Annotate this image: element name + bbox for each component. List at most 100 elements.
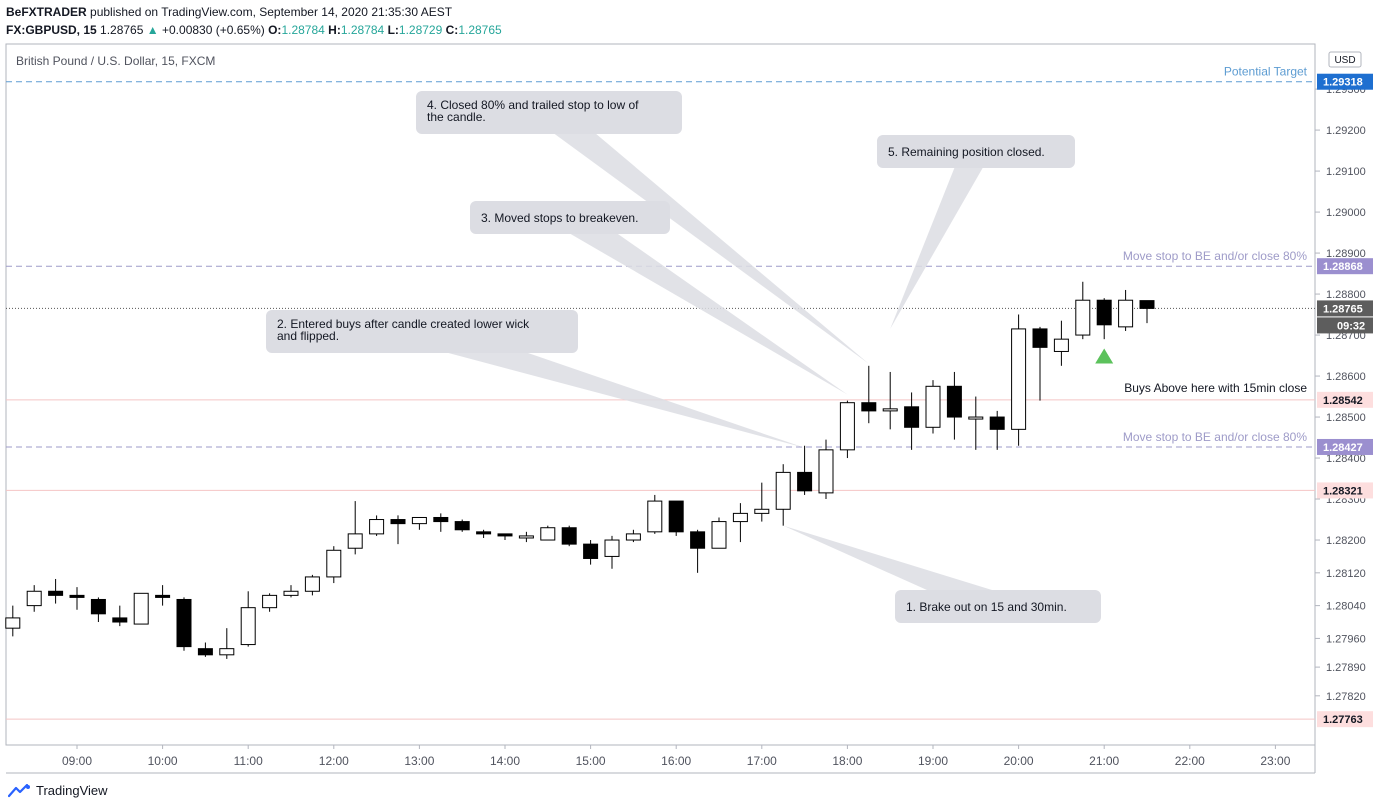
candle-body[interactable] [1053, 338, 1069, 352]
price-tick-label: 1.29100 [1326, 166, 1366, 178]
countdown-label: 09:32 [1337, 320, 1365, 332]
candle-body[interactable] [133, 592, 149, 625]
candle-body[interactable] [411, 516, 427, 525]
candle-body[interactable] [989, 416, 1005, 430]
symbol-label: FX:GBPUSD, 15 [6, 23, 97, 37]
time-tick-label: 20:00 [1004, 754, 1034, 768]
callout-pointer [540, 101, 869, 364]
candle-body[interactable] [69, 594, 85, 598]
callout-text: 3. Moved stops to breakeven. [481, 211, 638, 225]
price-change: +0.00830 (+0.65%) [162, 23, 265, 37]
candle-body[interactable] [561, 527, 577, 545]
candle-body[interactable] [625, 533, 641, 541]
candle-body[interactable] [1011, 328, 1027, 430]
candle-body[interactable] [604, 539, 620, 557]
candle-body[interactable] [48, 590, 64, 596]
candle-body[interactable] [882, 408, 898, 412]
time-tick-label: 13:00 [404, 754, 434, 768]
low-label: L: [387, 23, 399, 37]
callout-text: and flipped. [277, 329, 339, 343]
candle-body[interactable] [904, 406, 920, 428]
candle-body[interactable] [1096, 299, 1112, 326]
level-price-tag [1317, 73, 1373, 90]
candle-body[interactable] [946, 385, 962, 418]
callout-text: the candle. [427, 110, 486, 124]
candle-body[interactable] [861, 402, 877, 412]
callout-box[interactable] [877, 135, 1075, 168]
candle-body[interactable] [240, 607, 256, 646]
candle-body[interactable] [497, 533, 513, 537]
level-text: Move stop to BE and/or close 80% [1123, 249, 1307, 263]
candle-body[interactable] [219, 648, 235, 656]
price-tick-label: 1.29000 [1326, 207, 1366, 219]
candle-body[interactable] [839, 402, 855, 451]
candle-body[interactable] [754, 508, 770, 514]
price-tick-label: 1.28800 [1326, 289, 1366, 301]
candle-body[interactable] [26, 590, 42, 607]
candle-body[interactable] [155, 594, 171, 598]
footer-brand[interactable]: TradingView [8, 783, 108, 798]
candle-body[interactable] [518, 535, 534, 539]
candle-body[interactable] [176, 598, 192, 648]
candle-body[interactable] [1032, 328, 1048, 348]
candle-body[interactable] [1118, 299, 1134, 328]
candle-body[interactable] [732, 512, 748, 523]
price-tick-label: 1.28040 [1326, 601, 1366, 613]
candle-body[interactable] [690, 531, 706, 549]
candle-body[interactable] [5, 617, 21, 629]
currency-badge[interactable] [1328, 51, 1362, 68]
footer-brand-label: TradingView [36, 783, 108, 798]
candle-body[interactable] [262, 594, 278, 609]
candle-body[interactable] [433, 516, 449, 523]
candle-body[interactable] [390, 519, 406, 525]
callout-pointer [890, 145, 989, 329]
candle-body[interactable] [775, 471, 791, 510]
level-price-tag [1317, 258, 1373, 275]
candle-body[interactable] [326, 549, 342, 578]
candle-body[interactable] [668, 500, 684, 533]
candle-body[interactable] [647, 500, 663, 533]
candle-body[interactable] [968, 416, 984, 420]
callout-box[interactable] [266, 310, 578, 353]
callout-box[interactable] [470, 201, 670, 234]
candle-body[interactable] [711, 521, 727, 549]
callout-pointer [562, 205, 848, 395]
candle-body[interactable] [540, 527, 556, 541]
candle-body[interactable] [369, 519, 385, 535]
candle-body[interactable] [925, 385, 941, 428]
time-tick-label: 23:00 [1260, 754, 1290, 768]
candle-body[interactable] [454, 521, 470, 531]
high-label: H: [328, 23, 341, 37]
candle-body[interactable] [583, 543, 599, 559]
level-price-tag [1317, 300, 1373, 317]
candle-body[interactable] [818, 449, 834, 494]
candle-body[interactable] [1075, 299, 1091, 336]
close-value: 1.28765 [458, 23, 502, 37]
close-label: C: [445, 23, 459, 37]
callout-box[interactable] [416, 91, 682, 134]
candle-body[interactable] [197, 648, 213, 656]
candle-body[interactable] [797, 471, 813, 492]
plot-frame [5, 43, 1316, 746]
level-price-tag-label: 1.29318 [1323, 77, 1363, 89]
candle-body[interactable] [476, 531, 492, 535]
time-tick-label: 15:00 [576, 754, 606, 768]
level-price-tag [1317, 438, 1373, 455]
candle-body[interactable] [112, 617, 128, 623]
candle-body[interactable] [90, 598, 106, 615]
candle-body[interactable] [304, 576, 320, 592]
author-name[interactable]: BeFXTRADER [6, 5, 87, 19]
candle-body[interactable] [283, 590, 299, 596]
time-tick-label: 17:00 [747, 754, 777, 768]
price-tick-label: 1.27890 [1326, 662, 1366, 674]
candle-body[interactable] [1139, 300, 1155, 309]
candle-body[interactable] [347, 533, 363, 549]
open-value: 1.28784 [281, 23, 325, 37]
callout-box[interactable] [895, 590, 1101, 623]
level-price-tag-label: 1.28542 [1323, 395, 1363, 407]
time-tick-label: 11:00 [234, 754, 263, 768]
time-tick-label: 09:00 [62, 754, 92, 768]
time-tick-label: 21:00 [1089, 754, 1119, 768]
publish-info: BeFXTRADER published on TradingView.com,… [6, 5, 452, 19]
